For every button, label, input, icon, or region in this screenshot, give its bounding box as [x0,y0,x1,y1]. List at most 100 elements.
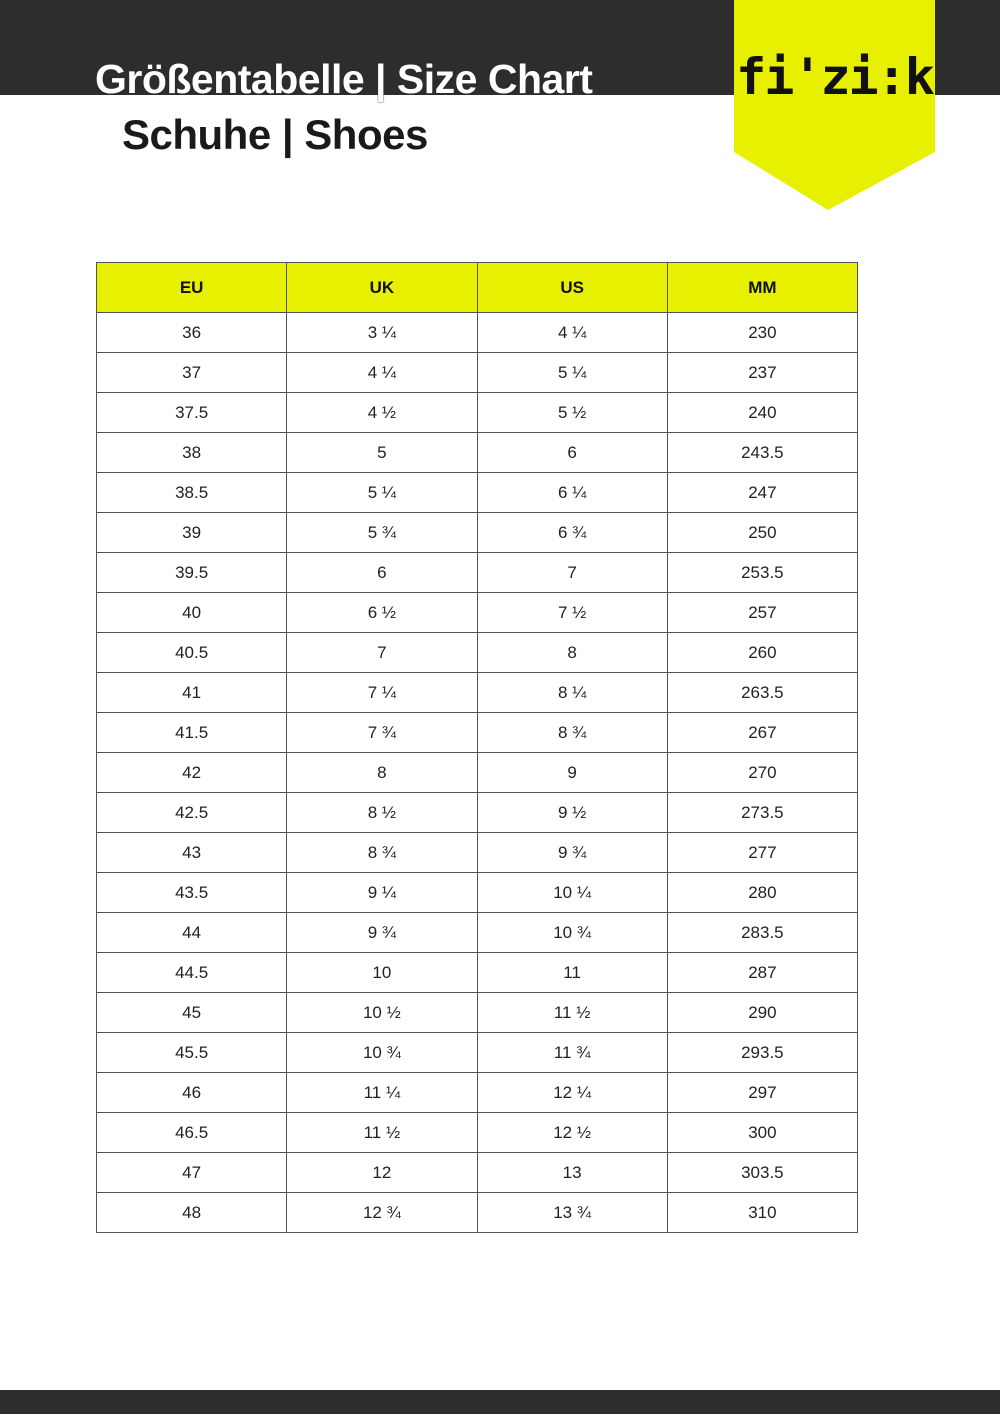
cell-mm: 293.5 [666,1032,859,1073]
cell-mm: 247 [666,472,859,513]
cell-eu: 46.5 [95,1112,288,1153]
table-row: 48 12 ¾ 13 ¾ 310 [95,1192,859,1233]
cell-eu: 42.5 [95,792,288,833]
cell-eu: 37.5 [95,392,288,433]
table-row: 38 5 6 243.5 [95,432,859,473]
cell-uk: 9 ¾ [286,912,478,953]
cell-us: 4 ¼ [476,312,668,353]
cell-eu: 47 [95,1152,288,1193]
cell-mm: 263.5 [666,672,859,713]
cell-mm: 280 [666,872,859,913]
cell-mm: 287 [666,952,859,993]
cell-us: 11 [476,952,668,993]
cell-uk: 4 ¼ [286,352,478,393]
table-row: 47 12 13 303.5 [95,1152,859,1193]
cell-us: 12 ½ [476,1112,668,1153]
cell-uk: 8 [286,752,478,793]
cell-mm: 230 [666,312,859,353]
cell-eu: 48 [95,1192,288,1233]
cell-mm: 253.5 [666,552,859,593]
cell-uk: 8 ½ [286,792,478,833]
table-row: 44.5 10 11 287 [95,952,859,993]
cell-mm: 290 [666,992,859,1033]
column-header-mm: MM [666,262,859,313]
table-row: 40.5 7 8 260 [95,632,859,673]
cell-us: 12 ¼ [476,1072,668,1113]
cell-mm: 297 [666,1072,859,1113]
cell-eu: 45 [95,992,288,1033]
cell-mm: 283.5 [666,912,859,953]
cell-uk: 10 ½ [286,992,478,1033]
cell-uk: 7 ¼ [286,672,478,713]
cell-us: 9 [476,752,668,793]
cell-uk: 7 [286,632,478,673]
cell-us: 5 ¼ [476,352,668,393]
cell-us: 7 [476,552,668,593]
cell-us: 11 ¾ [476,1032,668,1073]
cell-eu: 46 [95,1072,288,1113]
table-row: 45 10 ½ 11 ½ 290 [95,992,859,1033]
cell-uk: 10 [286,952,478,993]
table-row: 39.5 6 7 253.5 [95,552,859,593]
cell-uk: 11 ½ [286,1112,478,1153]
cell-eu: 43.5 [95,872,288,913]
cell-mm: 240 [666,392,859,433]
table-row: 45.5 10 ¾ 11 ¾ 293.5 [95,1032,859,1073]
cell-eu: 38.5 [95,472,288,513]
cell-mm: 250 [666,512,859,553]
cell-uk: 12 ¾ [286,1192,478,1233]
cell-eu: 39 [95,512,288,553]
table-row: 44 9 ¾ 10 ¾ 283.5 [95,912,859,953]
cell-uk: 5 ¾ [286,512,478,553]
cell-eu: 44 [95,912,288,953]
cell-eu: 37 [95,352,288,393]
cell-uk: 5 [286,432,478,473]
cell-us: 8 ¾ [476,712,668,753]
page-subtitle: Schuhe | Shoes [122,111,428,158]
cell-uk: 6 ½ [286,592,478,633]
cell-uk: 10 ¾ [286,1032,478,1073]
cell-uk: 6 [286,552,478,593]
brand-logo-badge [734,0,935,210]
page-title: Größentabelle | Size Chart [95,56,593,102]
cell-uk: 3 ¼ [286,312,478,353]
column-header-eu: EU [95,262,288,313]
bottom-band [0,1390,1000,1414]
cell-mm: 237 [666,352,859,393]
cell-mm: 267 [666,712,859,753]
column-header-us: US [476,262,668,313]
cell-uk: 7 ¾ [286,712,478,753]
table-row: 42 8 9 270 [95,752,859,793]
cell-us: 6 [476,432,668,473]
cell-mm: 310 [666,1192,859,1233]
cell-us: 9 ¾ [476,832,668,873]
cell-uk: 5 ¼ [286,472,478,513]
table-row: 43.5 9 ¼ 10 ¼ 280 [95,872,859,913]
cell-mm: 260 [666,632,859,673]
cell-us: 11 ½ [476,992,668,1033]
cell-eu: 36 [95,312,288,353]
cell-us: 10 ¾ [476,912,668,953]
cell-uk: 8 ¾ [286,832,478,873]
cell-us: 13 [476,1152,668,1193]
cell-mm: 257 [666,592,859,633]
cell-us: 7 ½ [476,592,668,633]
cell-us: 10 ¼ [476,872,668,913]
cell-us: 8 ¼ [476,672,668,713]
brand-logo-text: fi'zi:k [736,48,935,106]
cell-us: 6 ¼ [476,472,668,513]
cell-us: 5 ½ [476,392,668,433]
cell-mm: 270 [666,752,859,793]
cell-eu: 41 [95,672,288,713]
column-header-uk: UK [286,262,478,313]
cell-eu: 42 [95,752,288,793]
